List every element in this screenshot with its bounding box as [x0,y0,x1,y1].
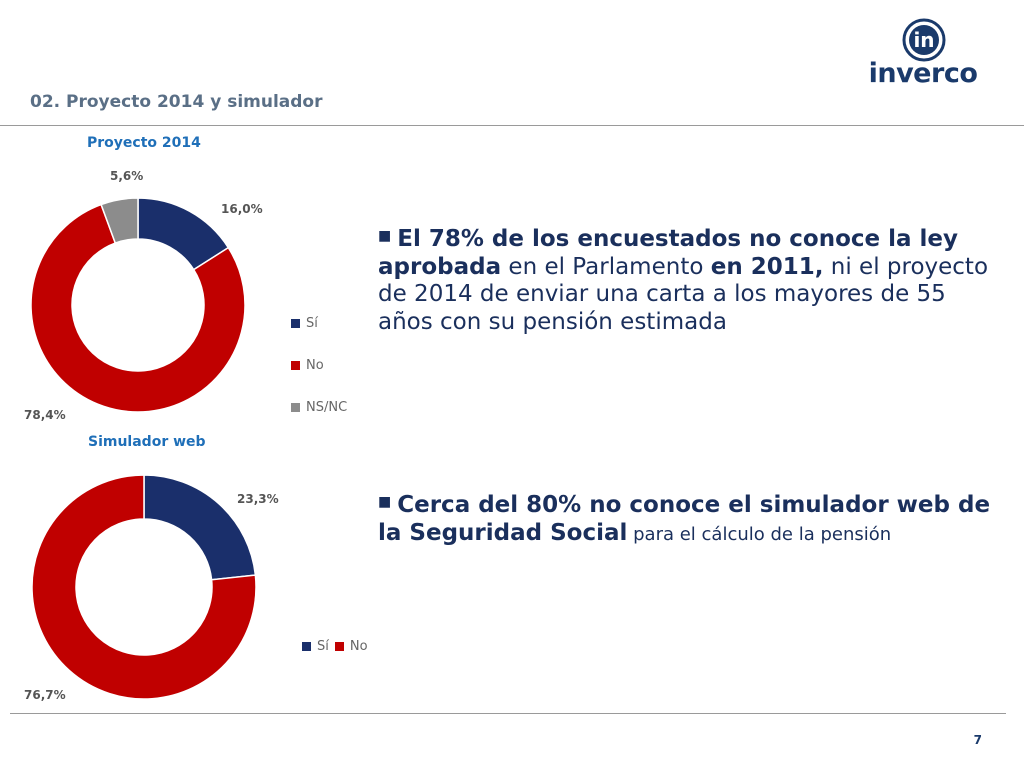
chart1-slice-1 [30,203,246,413]
bullet1-bold2: en 2011, [710,253,824,280]
chart2-legend-swatch-0 [302,642,311,651]
chart2-legend-swatch-1 [334,642,344,651]
bullet2-bold1: Cerca del 80% no conoce el simulador web… [378,492,991,546]
header-divider [0,125,1024,126]
inverco-i-circle-icon: in [902,18,946,62]
bullet1-bold1: El 78% de los encuestados no conoce la l… [378,226,959,280]
chart2-data-label-0: 23,3% [237,492,279,506]
chart1-legend-item-2: NS/NC [291,400,347,415]
bullet-simulador: ■ Cerca del 80% no conoce el simulador we… [378,492,998,547]
chart2-slice-0 [143,474,257,581]
chart2-legend: Sí No [302,639,374,654]
chart2-legend-item-1: No [334,639,368,654]
chart2-donut: 23,3% 76,7% [24,474,279,702]
chart1-data-label-1: 78,4% [24,408,66,422]
chart1-slice-2 [100,197,139,245]
chart2-legend-item-0: Sí [302,639,329,654]
chart2-legend-label-0: Sí [317,639,329,654]
bullet1-text2: ni el proyecto de 2014 de enviar una car… [378,253,989,335]
svg-text:in: in [913,28,934,52]
chart1-legend-item-0: Sí [291,316,347,331]
square-bullet-icon: ■ [378,494,392,510]
chart1-legend-swatch-1 [291,361,300,370]
chart2-data-label-1: 76,7% [24,688,66,702]
page-number: 7 [973,733,982,747]
chart1-title: Proyecto 2014 [87,135,201,151]
chart1-legend-swatch-0 [291,319,300,328]
chart1-data-label-2: 5,6% [110,169,143,183]
chart2-legend-label-1: No [349,639,368,654]
square-bullet-icon: ■ [378,228,392,244]
inverco-logo: in inverco [868,18,978,90]
section-title: 02. Proyecto 2014 y simulador [30,92,323,112]
bullet2-text1: para el cálculo de la pensión [627,523,892,545]
bullet-ley-aprobada: ■ El 78% de los encuestados no conoce la … [378,226,998,336]
chart2-title: Simulador web [88,434,206,450]
chart1-legend-item-1: No [291,358,347,373]
chart2-slice-1 [31,474,257,700]
chart1-legend: Sí No NS/NC [291,316,347,442]
chart1-legend-swatch-2 [291,403,300,412]
chart1-data-label-0: 16,0% [221,202,263,216]
chart1-legend-label-0: Sí [306,316,318,331]
chart1-donut: 16,0% 78,4% 5,6% [24,169,263,422]
footer-divider [10,713,1006,714]
logo-text: inverco [868,58,978,89]
bullet1-text1: en el Parlamento [501,253,711,280]
chart1-legend-label-2: NS/NC [306,400,348,415]
chart1-legend-label-1: No [306,358,324,373]
